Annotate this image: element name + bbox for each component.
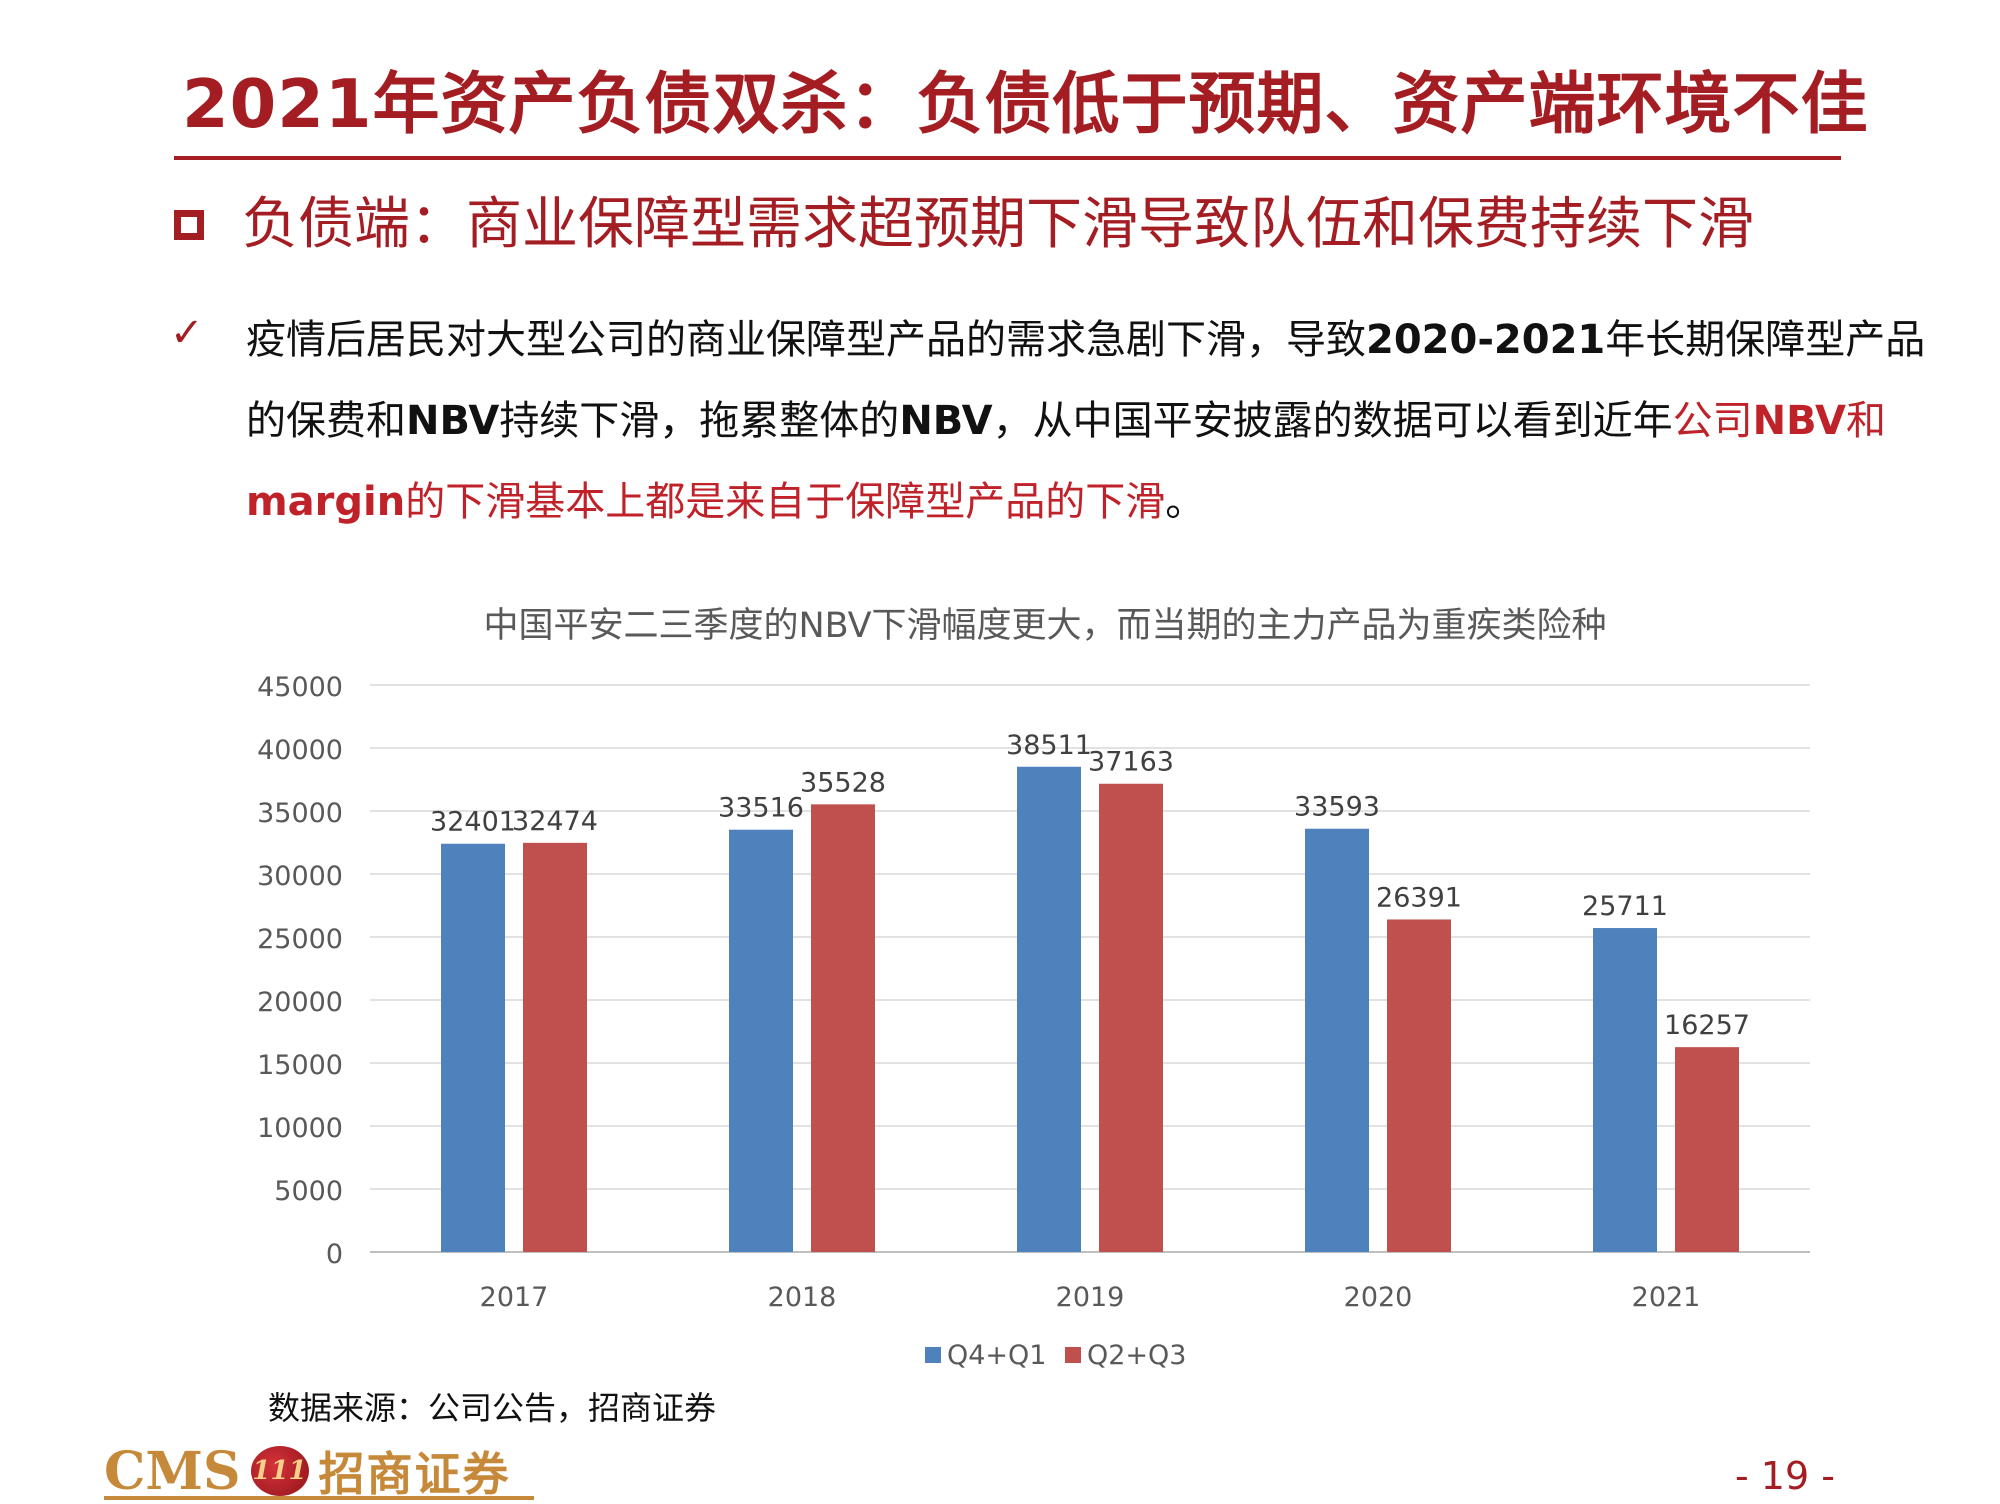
x-tick-label: 2020 (1344, 1282, 1413, 1313)
bar-q4-q1 (1305, 828, 1369, 1252)
checkmark-icon: ✓ (170, 310, 204, 356)
bar-q2-q3 (523, 842, 587, 1252)
x-tick-label: 2021 (1632, 1282, 1701, 1313)
x-tick-label: 2019 (1056, 1282, 1125, 1313)
body-text-bold: NBV (406, 398, 500, 444)
x-tick-label: 2017 (480, 1282, 549, 1313)
square-bullet-icon (174, 210, 204, 240)
bar-q2-q3 (1387, 919, 1451, 1252)
data-label: 32474 (512, 806, 598, 837)
y-tick-label: 15000 (257, 1050, 343, 1081)
body-text: 持续下滑，拖累整体的 (499, 398, 900, 444)
bar-q4-q1 (1017, 766, 1081, 1252)
x-tick-label: 2018 (768, 1282, 837, 1313)
logo-wordmark: CMS (104, 1440, 241, 1502)
bar-q4-q1 (729, 829, 793, 1252)
page-number: - 19 - (1735, 1454, 1835, 1498)
data-label: 37163 (1088, 747, 1174, 778)
legend-swatch (1065, 1347, 1081, 1363)
body-paragraph: 疫情后居民对大型公司的商业保障型产品的需求急剧下滑，导致2020-2021年长期… (246, 300, 1926, 543)
data-label: 16257 (1664, 1010, 1750, 1041)
body-text-bold: 2020-2021 (1366, 317, 1606, 363)
y-tick-label: 10000 (257, 1113, 343, 1144)
data-label: 32401 (430, 807, 516, 838)
body-text: 年长期保障型产品的保费和 (246, 317, 1926, 444)
data-label: 26391 (1376, 882, 1462, 913)
body-text: ，从中国平安披露的数据可以看到近年 (992, 398, 1673, 444)
bar-q2-q3 (1675, 1047, 1739, 1252)
bar-q2-q3 (1099, 783, 1163, 1252)
bar-q2-q3 (811, 804, 875, 1252)
bar-q4-q1 (1593, 928, 1657, 1252)
title-divider (174, 156, 1841, 160)
chart-title: 中国平安二三季度的NBV下滑幅度更大，而当期的主力产品为重疾类险种 (483, 606, 1606, 646)
section-heading: 负债端：商业保障型需求超预期下滑导致队伍和保费持续下滑 (174, 190, 1754, 260)
data-label: 33593 (1294, 792, 1380, 823)
data-label: 33516 (718, 793, 804, 824)
y-tick-label: 45000 (257, 672, 343, 703)
y-tick-label: 20000 (257, 987, 343, 1018)
bar-q4-q1 (441, 843, 505, 1252)
data-label: 35528 (800, 767, 886, 798)
cms-logo: CMS 111 招商证券 (104, 1440, 511, 1502)
logo-emblem-icon: 111 (250, 1446, 309, 1496)
body-text: 疫情后居民对大型公司的商业保障型产品的需求急剧下滑，导致 (246, 317, 1366, 363)
y-tick-label: 5000 (274, 1176, 343, 1207)
legend-swatch (925, 1347, 941, 1363)
y-tick-label: 30000 (257, 861, 343, 892)
page-title: 2021年资产负债双杀：负债低于预期、资产端环境不佳 (182, 65, 1869, 143)
legend-label: Q2+Q3 (1087, 1340, 1186, 1371)
legend-label: Q4+Q1 (947, 1340, 1046, 1371)
body-highlight: 的下滑基本上都是来自于保障型产品的下滑 (405, 479, 1166, 525)
body-highlight: 公司 (1672, 398, 1753, 444)
y-tick-label: 0 (326, 1239, 343, 1270)
body-highlight-bold: NBV (1752, 398, 1846, 444)
logo-chinese-name: 招商证券 (318, 1447, 511, 1501)
section-heading-text: 负债端：商业保障型需求超预期下滑导致队伍和保费持续下滑 (242, 192, 1754, 257)
logo-underline (104, 1496, 534, 1500)
body-highlight: 和 (1845, 398, 1886, 444)
y-tick-label: 25000 (257, 924, 343, 955)
data-label: 25711 (1582, 891, 1668, 922)
data-label: 38511 (1006, 730, 1092, 761)
body-text-bold: NBV (899, 398, 993, 444)
y-tick-label: 40000 (257, 735, 343, 766)
source-note: 数据来源：公司公告，招商证券 (268, 1389, 717, 1427)
y-tick-label: 35000 (257, 798, 343, 829)
bar-chart: 中国平安二三季度的NBV下滑幅度更大，而当期的主力产品为重疾类险种 0 5000 1… (257, 606, 1810, 1371)
body-highlight-bold: margin (246, 479, 406, 525)
body-text: 。 (1165, 479, 1206, 525)
